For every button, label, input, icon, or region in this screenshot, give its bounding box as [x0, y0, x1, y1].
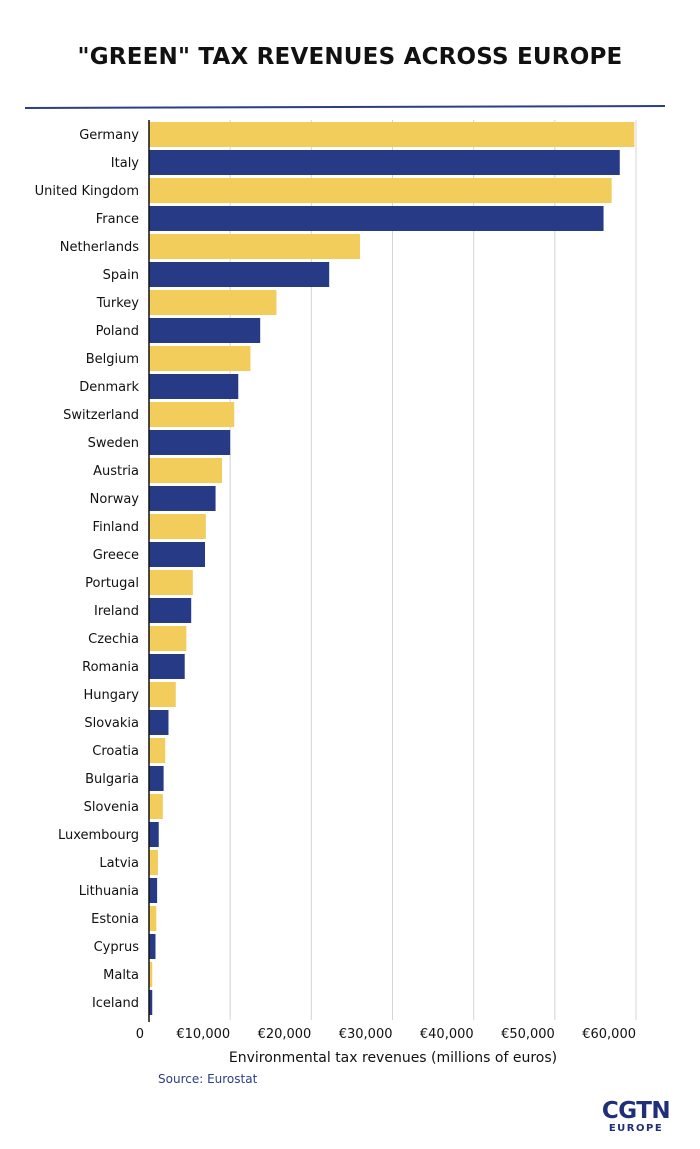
bar — [149, 654, 185, 679]
bars-group — [149, 122, 635, 1015]
x-tick-label: €10,000 — [176, 1027, 230, 1042]
bar — [149, 402, 235, 427]
bar — [149, 990, 153, 1015]
logo-main-text: CGTN — [601, 1098, 671, 1124]
category-label: Belgium — [86, 352, 139, 367]
category-label: Malta — [103, 968, 139, 983]
bar — [149, 710, 169, 735]
category-label: Norway — [90, 492, 140, 507]
category-label: Luxembourg — [58, 828, 139, 843]
bar — [149, 318, 261, 343]
category-label: Spain — [103, 268, 139, 283]
x-tick-label: €50,000 — [501, 1027, 555, 1042]
bar — [149, 934, 156, 959]
x-tick-label: €30,000 — [339, 1027, 393, 1042]
category-label: Ireland — [94, 604, 139, 619]
bar — [149, 150, 620, 175]
chart-title: "GREEN" TAX REVENUES ACROSS EUROPE — [77, 44, 623, 70]
bar — [149, 290, 277, 315]
bar — [149, 598, 192, 623]
category-label: Netherlands — [60, 240, 139, 255]
bar — [149, 178, 612, 203]
bar — [149, 514, 206, 539]
category-label: Hungary — [83, 688, 139, 703]
source-note: Source: Eurostat — [158, 1072, 258, 1086]
header-rule — [24, 105, 666, 109]
category-label: Turkey — [96, 296, 140, 311]
bar — [149, 766, 164, 791]
x-tick-labels: 0 €10,000 €20,000 €30,000 €40,000 €50,000 €60,… — [136, 1027, 636, 1042]
category-label: Lithuania — [79, 884, 139, 899]
category-label: Estonia — [91, 912, 139, 927]
category-label: Greece — [93, 548, 139, 563]
bar — [149, 206, 604, 231]
bar — [149, 486, 216, 511]
x-axis-label: Environmental tax revenues (millions of … — [229, 1050, 557, 1066]
x-tick-label: 0 — [136, 1027, 144, 1042]
category-label: Latvia — [99, 856, 139, 871]
category-label: Denmark — [79, 380, 139, 395]
bar — [149, 122, 635, 147]
bar — [149, 542, 206, 567]
bar — [149, 374, 239, 399]
bar — [149, 570, 193, 595]
bar — [149, 234, 361, 259]
category-label: Switzerland — [63, 408, 139, 423]
bar — [149, 346, 251, 371]
category-label: Czechia — [88, 632, 139, 647]
category-label: Austria — [93, 464, 139, 479]
bar — [149, 682, 176, 707]
category-labels: Germany Italy United Kingdom France Netherla… — [35, 128, 140, 1011]
category-label: Italy — [111, 156, 140, 171]
cgtn-logo: CGTN EUROPE — [601, 1100, 671, 1134]
category-label: Slovakia — [84, 716, 139, 731]
logo-sub-text: EUROPE — [608, 1123, 664, 1134]
category-label: Bulgaria — [85, 772, 139, 787]
x-tick-label: €20,000 — [258, 1027, 312, 1042]
category-label: United Kingdom — [35, 184, 139, 199]
bar — [149, 626, 187, 651]
category-label: Cyprus — [94, 940, 140, 955]
bar — [149, 962, 153, 987]
category-label: Iceland — [92, 996, 139, 1011]
bar — [149, 906, 157, 931]
bar — [149, 794, 163, 819]
x-tick-label: €40,000 — [420, 1027, 474, 1042]
category-label: Germany — [79, 128, 139, 143]
bar — [149, 262, 330, 287]
bar — [149, 878, 158, 903]
bar — [149, 822, 159, 847]
category-label: Slovenia — [84, 800, 139, 815]
category-label: Finland — [93, 520, 139, 535]
category-label: France — [96, 212, 139, 227]
category-label: Poland — [96, 324, 139, 339]
category-label: Portugal — [85, 576, 139, 591]
bar — [149, 850, 158, 875]
category-label: Sweden — [88, 436, 139, 451]
bar — [149, 458, 223, 483]
category-label: Romania — [82, 660, 139, 675]
x-tick-label: €60,000 — [582, 1027, 636, 1042]
bar — [149, 430, 231, 455]
bar — [149, 738, 166, 763]
category-label: Croatia — [92, 744, 139, 759]
